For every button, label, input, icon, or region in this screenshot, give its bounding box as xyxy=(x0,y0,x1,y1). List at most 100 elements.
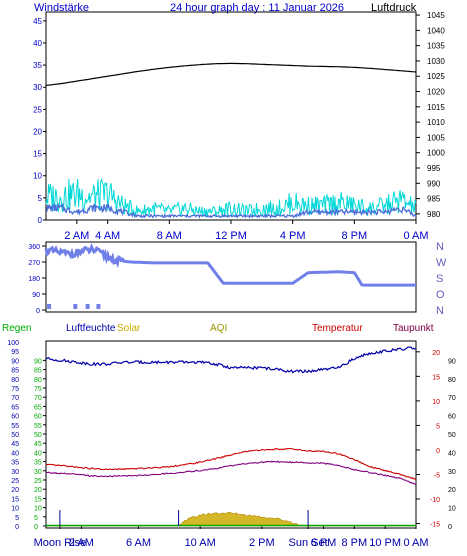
humidity-tick-label: 95 xyxy=(11,349,19,356)
humidity-tick-label: 65 xyxy=(11,404,19,411)
humidity-tick-label: 90 xyxy=(11,358,19,365)
compass-label: N xyxy=(436,305,444,317)
wind-direction-tick-label: 270 xyxy=(28,260,40,267)
wind-speed-tick-label: 40 xyxy=(33,39,42,48)
grid-layer xyxy=(42,14,420,529)
humidity-tick-label: 30 xyxy=(11,469,19,476)
humidity-tick-label: 40 xyxy=(11,450,19,457)
dewpoint-series-label: Taupunkt xyxy=(393,323,434,334)
time-tick-label: 2 AM xyxy=(64,230,89,242)
rain-tick-label: 35 xyxy=(34,460,42,467)
wind-speed-tick-label: 0 xyxy=(38,216,43,225)
right-tick-label: 20 xyxy=(448,487,456,494)
time-tick-label: 0 AM xyxy=(403,230,428,242)
humidity-tick-label: 15 xyxy=(11,496,19,503)
pressure-axis-title: Luftdruck xyxy=(371,2,417,14)
pressure-tick-label: 980 xyxy=(427,210,441,219)
humidity-tick-label: 0 xyxy=(15,524,19,531)
rain-series-label: Regen xyxy=(2,323,31,334)
humidity-tick-label: 55 xyxy=(11,423,19,430)
rain-tick-label: 15 xyxy=(34,496,42,503)
rain-tick-label: 80 xyxy=(34,377,42,384)
pressure-tick-label: 1000 xyxy=(427,149,445,158)
right-tick-label: 30 xyxy=(448,469,456,476)
wind-average-line xyxy=(45,202,417,219)
rain-tick-label: 10 xyxy=(34,506,42,513)
pressure-tick-label: 1005 xyxy=(427,133,445,142)
rain-tick-label: 5 xyxy=(34,515,38,522)
time-tick-label: 4 AM xyxy=(95,230,120,242)
right-tick-label: 80 xyxy=(448,377,456,384)
humidity-tick-label: 20 xyxy=(11,487,19,494)
climate-time-tick-label: 10 PM xyxy=(369,537,401,549)
pressure-tick-label: 1030 xyxy=(427,57,445,66)
pressure-tick-label: 985 xyxy=(427,195,441,204)
rain-tick-label: 70 xyxy=(34,395,42,402)
climate-time-tick-label: Sun Set xyxy=(289,537,328,549)
humidity-tick-label: 75 xyxy=(11,386,19,393)
humidity-tick-label: 80 xyxy=(11,377,19,384)
temperature-tick-label: 0 xyxy=(436,448,440,455)
humidity-tick-label: 10 xyxy=(11,506,19,513)
rain-tick-label: 30 xyxy=(34,469,42,476)
climate-time-tick-label: 2 AM xyxy=(69,537,94,549)
right-tick-label: 70 xyxy=(448,395,456,402)
temperature-tick-label: -15 xyxy=(430,522,440,529)
rain-tick-label: 40 xyxy=(34,450,42,457)
rain-tick-label: 45 xyxy=(34,441,42,448)
wind-speed-tick-label: 35 xyxy=(33,61,42,70)
wind-direction-panel-frame xyxy=(45,241,417,313)
humidity-tick-label: 5 xyxy=(15,515,19,522)
wind-speed-tick-label: 25 xyxy=(33,105,42,114)
wind-direction-tick-label: 0 xyxy=(36,308,40,315)
wind-direction-calm-marker xyxy=(73,304,78,309)
wind-speed-tick-label: 20 xyxy=(33,127,42,136)
wind-speed-tick-label: 10 xyxy=(33,172,42,181)
data-marks-layer xyxy=(44,62,417,527)
rain-tick-label: 75 xyxy=(34,386,42,393)
wind-speed-tick-label: 30 xyxy=(33,83,42,92)
humidity-tick-label: 25 xyxy=(11,478,19,485)
time-tick-label: 4 PM xyxy=(280,230,306,242)
humidity-tick-label: 85 xyxy=(11,368,19,375)
wind-direction-tick-label: 360 xyxy=(28,244,40,251)
rain-tick-label: 50 xyxy=(34,432,42,439)
right-tick-label: 60 xyxy=(448,414,456,421)
right-tick-label: 40 xyxy=(448,450,456,457)
humidity-series-label: Luftfeuchte xyxy=(66,323,116,334)
wind-speed-tick-label: 45 xyxy=(33,17,42,26)
compass-label: O xyxy=(436,289,445,301)
pressure-tick-label: 1040 xyxy=(427,26,445,35)
pressure-tick-label: 1020 xyxy=(427,88,445,97)
climate-time-tick-label: 6 AM xyxy=(126,537,151,549)
wind-gust-line xyxy=(45,177,417,219)
chart-title: 24 hour graph day : 11 Januar 2026 xyxy=(170,2,344,14)
climate-time-tick-label: 6 PM xyxy=(311,537,337,549)
temperature-tick-label: -10 xyxy=(430,497,440,504)
humidity-tick-label: 50 xyxy=(11,432,19,439)
pressure-tick-label: 1010 xyxy=(427,118,445,127)
time-tick-label: 8 PM xyxy=(341,230,367,242)
wind-direction-tick-label: 180 xyxy=(28,276,40,283)
temperature-line xyxy=(45,447,417,481)
time-tick-label: 12 PM xyxy=(215,230,247,242)
wind-speed-axis-title: Windstärke xyxy=(34,2,89,14)
temperature-tick-label: 20 xyxy=(432,350,440,357)
right-tick-label: 10 xyxy=(448,506,456,513)
humidity-tick-label: 100 xyxy=(7,340,19,347)
rain-tick-label: 65 xyxy=(34,404,42,411)
pressure-tick-label: 1015 xyxy=(427,103,445,112)
aqi-series-label: AQI xyxy=(210,323,227,334)
humidity-tick-label: 45 xyxy=(11,441,19,448)
temperature-tick-label: 15 xyxy=(432,374,440,381)
wind-speed-tick-label: 15 xyxy=(33,150,42,159)
rain-tick-label: 60 xyxy=(34,414,42,421)
right-tick-label: 0 xyxy=(448,524,452,531)
temperature-series-label: Temperatur xyxy=(312,323,363,334)
pressure-tick-label: 1025 xyxy=(427,72,445,81)
rain-tick-label: 55 xyxy=(34,423,42,430)
wind-direction-line xyxy=(44,242,416,287)
time-tick-label: 8 AM xyxy=(157,230,182,242)
rain-tick-label: 0 xyxy=(34,524,38,531)
